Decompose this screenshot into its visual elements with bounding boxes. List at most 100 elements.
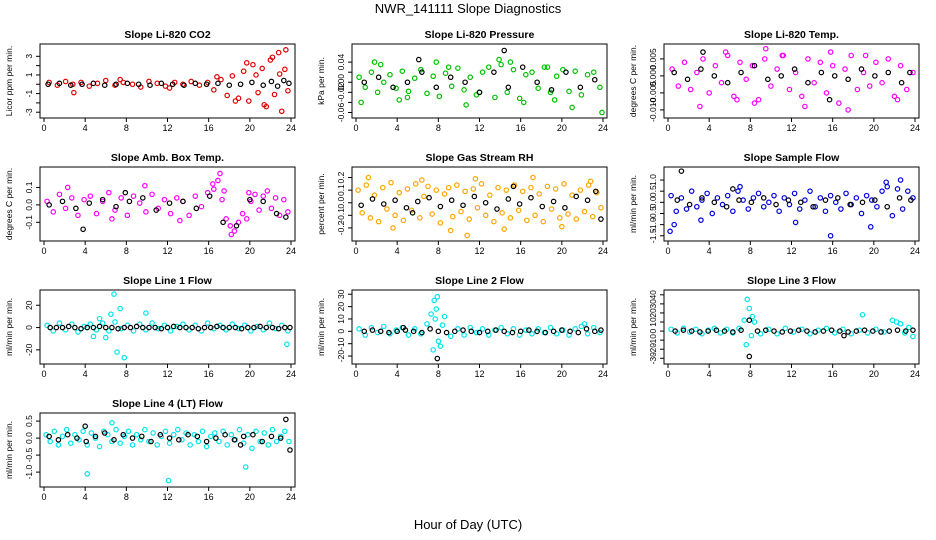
data-point	[146, 324, 152, 331]
data-point	[266, 320, 273, 326]
y-tick-label: 0.000	[648, 65, 658, 87]
data-point	[256, 207, 262, 213]
data-point	[388, 179, 394, 186]
y-axis-label: ml/min per min.	[4, 298, 14, 356]
data-point	[838, 206, 844, 212]
data-point	[218, 76, 224, 83]
x-tick-label: 16	[516, 246, 526, 256]
data-point	[445, 184, 452, 191]
data-point	[482, 212, 489, 219]
data-point	[891, 93, 898, 100]
data-point	[455, 65, 461, 71]
data-point	[405, 332, 412, 338]
data-point	[229, 321, 236, 328]
data-point	[746, 317, 753, 324]
data-point	[192, 193, 199, 199]
y-axis-label: ml/min per min.	[628, 298, 638, 356]
data-point	[889, 212, 896, 219]
data-point	[243, 216, 250, 222]
data-point	[356, 326, 362, 332]
data-point	[523, 71, 529, 78]
data-point	[87, 193, 94, 199]
data-point	[261, 430, 268, 436]
data-point	[180, 198, 186, 205]
x-tick-label: 16	[516, 369, 526, 379]
data-point	[678, 168, 685, 174]
data-point	[377, 61, 384, 68]
data-point	[170, 323, 177, 330]
data-point	[278, 108, 285, 115]
data-point	[90, 324, 97, 331]
data-point	[842, 66, 848, 72]
data-point	[65, 323, 72, 330]
data-point	[228, 231, 235, 238]
data-point	[884, 183, 891, 190]
data-point	[199, 428, 206, 435]
y-tick-label: 0.0	[24, 199, 34, 211]
y-tick-label: -20	[648, 343, 658, 356]
data-point	[386, 329, 392, 336]
data-point	[510, 66, 517, 73]
data-point	[233, 222, 240, 229]
data-point	[136, 200, 143, 206]
data-point	[361, 79, 368, 86]
data-point	[697, 329, 703, 335]
y-tick-label: -20	[336, 350, 346, 363]
data-point	[866, 83, 873, 89]
data-point	[439, 322, 446, 328]
data-point	[863, 192, 870, 199]
data-point	[845, 329, 851, 335]
data-point	[214, 323, 220, 330]
data-point	[578, 92, 585, 98]
data-point	[96, 315, 103, 322]
data-point	[228, 431, 235, 438]
data-point	[827, 192, 834, 199]
data-point	[894, 327, 901, 333]
data-point	[462, 79, 468, 86]
x-tick-label: 12	[786, 246, 796, 256]
data-point	[447, 333, 454, 340]
panel-title: Slope Line 4 (LT) Flow	[112, 398, 223, 410]
data-point	[273, 210, 280, 217]
data-point	[198, 203, 205, 210]
data-point	[62, 205, 69, 212]
data-point	[118, 195, 124, 201]
y-tick-label: 40	[648, 290, 658, 300]
x-tick-label: 4	[83, 369, 88, 379]
data-point	[359, 210, 365, 216]
data-point	[774, 66, 780, 72]
data-point	[812, 203, 818, 210]
data-point	[820, 328, 827, 334]
data-point	[565, 211, 571, 217]
y-tick-label: 0.0	[648, 196, 658, 208]
x-tick-label: 4	[395, 246, 400, 256]
y-tick-label: -0.5	[648, 206, 658, 221]
data-point	[253, 428, 259, 435]
data-point	[419, 177, 425, 183]
data-point	[404, 79, 411, 86]
x-tick-label: 0	[41, 246, 46, 256]
data-point	[879, 188, 885, 194]
data-point	[283, 46, 289, 53]
data-point	[286, 80, 292, 87]
x-tick-label: 20	[557, 246, 567, 256]
data-point	[206, 193, 213, 199]
y-tick-label: 0	[336, 329, 346, 334]
data-point	[507, 215, 514, 221]
data-point	[167, 328, 174, 334]
y-axis-label: degrees C per min.	[628, 45, 638, 117]
data-point	[430, 347, 436, 353]
data-point	[109, 419, 115, 426]
data-point	[786, 201, 793, 208]
data-point	[897, 177, 904, 183]
data-point	[63, 426, 70, 433]
data-point	[878, 329, 884, 335]
data-point	[817, 59, 824, 66]
x-tick-label: 20	[245, 123, 255, 133]
data-point	[179, 436, 185, 443]
data-point	[211, 186, 217, 192]
data-point	[464, 232, 470, 239]
data-point	[831, 330, 838, 336]
data-point	[448, 197, 455, 204]
data-point	[127, 324, 134, 331]
